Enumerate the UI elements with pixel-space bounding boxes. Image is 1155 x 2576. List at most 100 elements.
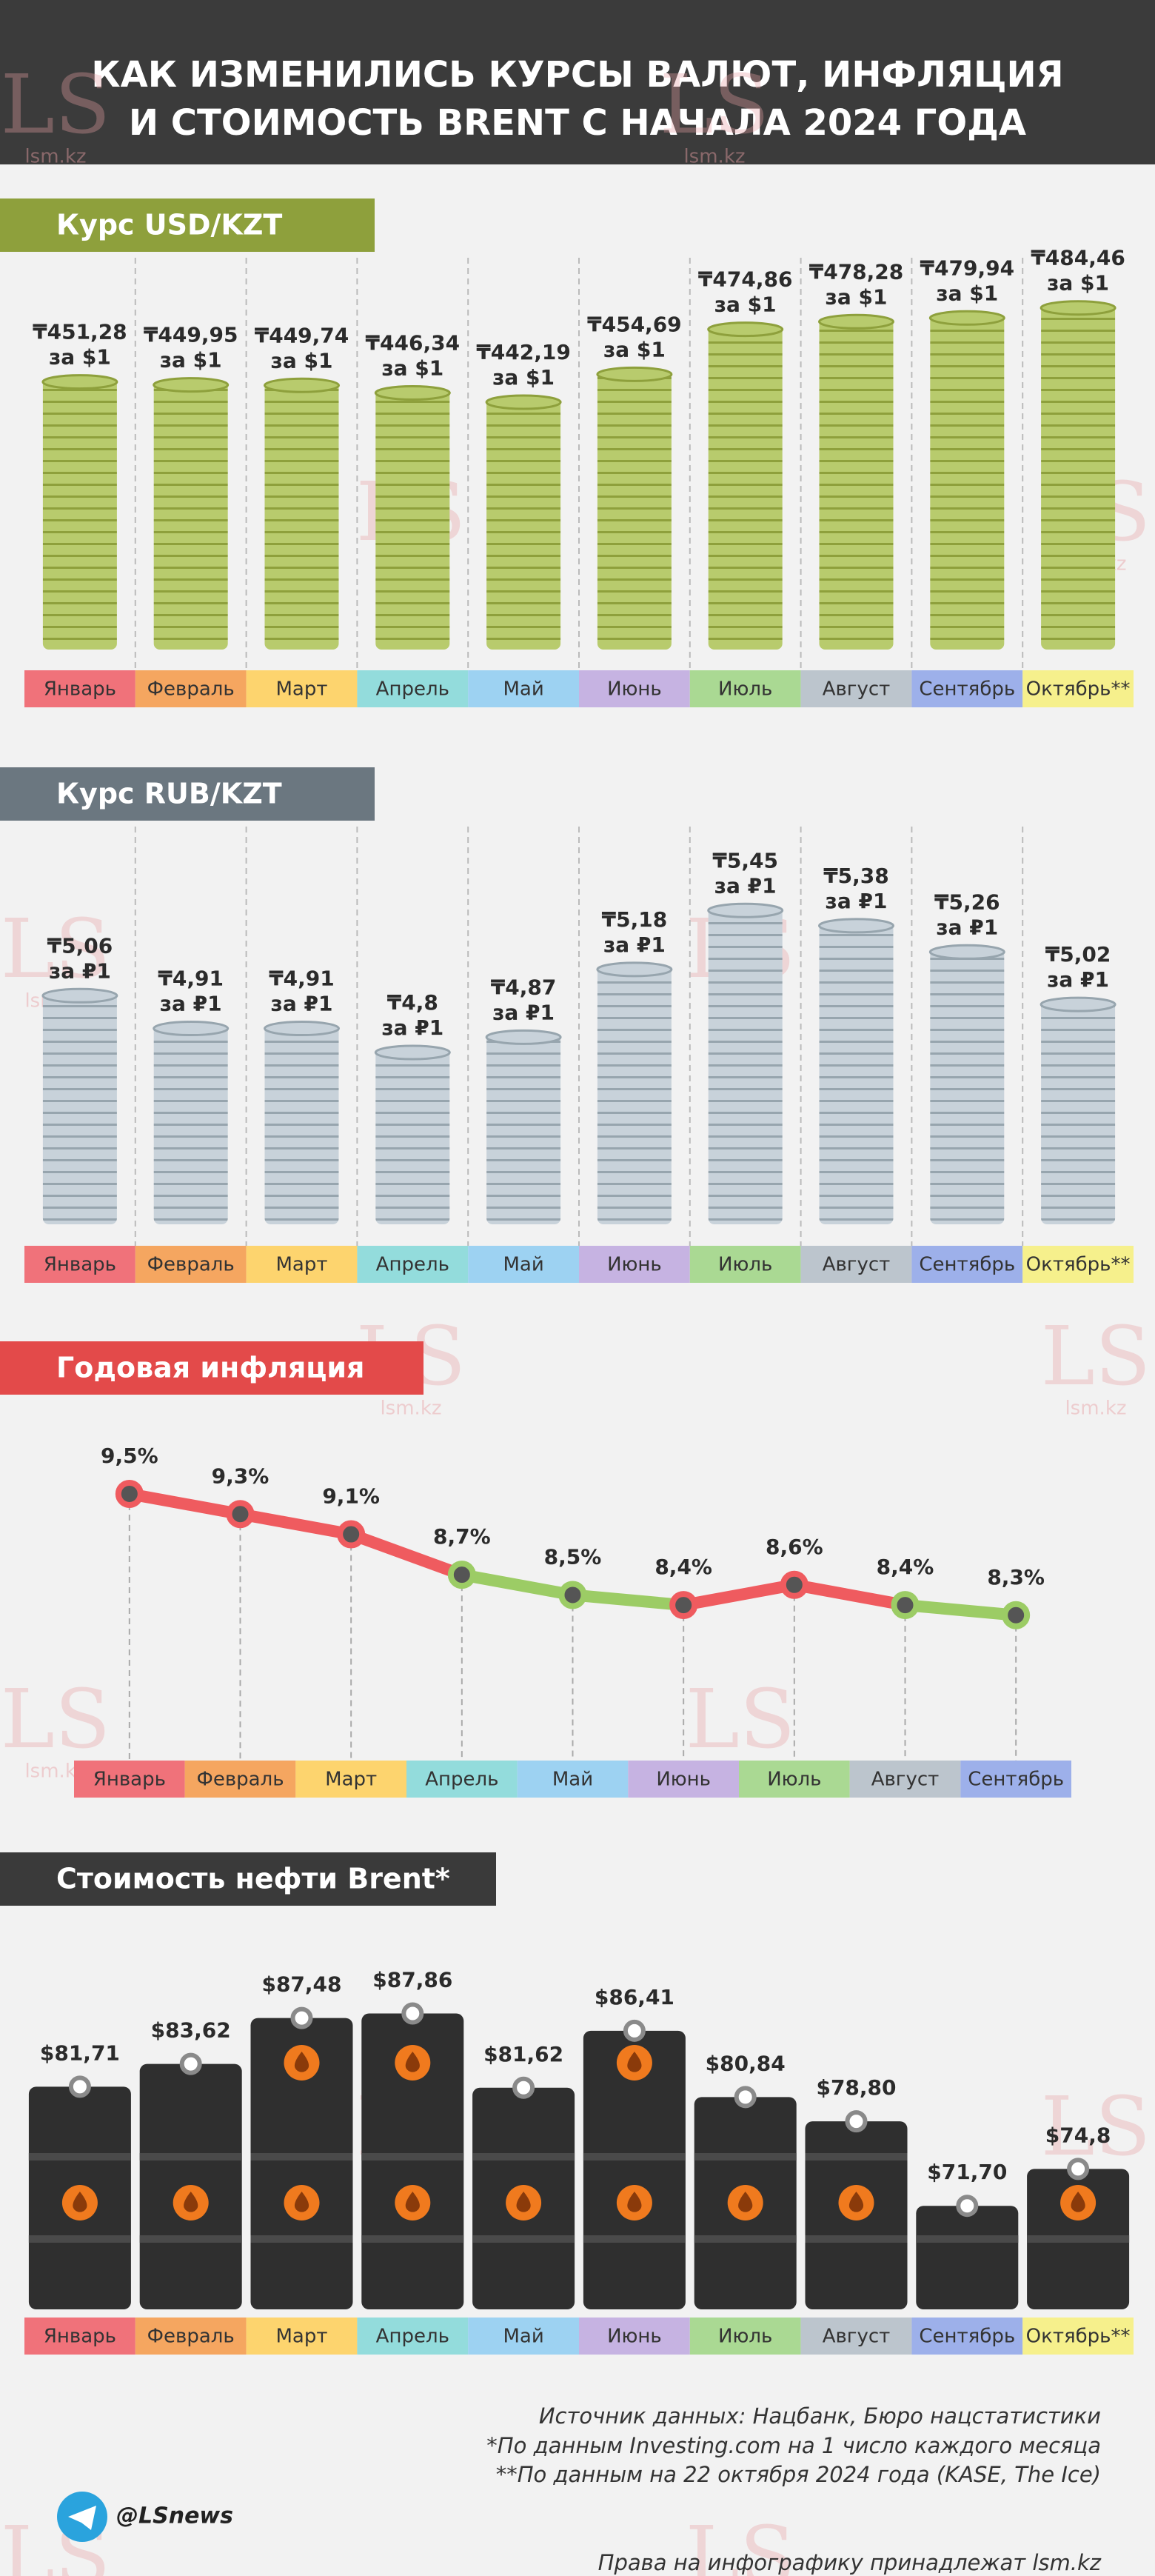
watermark-logo: LS: [1041, 1309, 1151, 1404]
oil-drop: [294, 2052, 309, 2072]
category-label: Март: [275, 678, 327, 701]
coin-top: [1040, 996, 1116, 1012]
category-band: [689, 670, 801, 707]
category-label: Апрель: [376, 678, 449, 701]
coin-top: [374, 1044, 451, 1061]
line-segment: [788, 1578, 911, 1612]
barrel-hoop: [250, 2153, 353, 2160]
category-band: [1022, 670, 1134, 707]
source-note: **По данным на 22 октября 2024 года (KAS…: [496, 2462, 1101, 2487]
category-label: Февраль: [147, 1254, 235, 1276]
value-label: $71,70: [927, 2160, 1007, 2184]
value-label: ₸442,19: [476, 340, 571, 364]
value-label: ₸479,94: [920, 256, 1015, 280]
coin-top: [264, 377, 340, 393]
category-label: Июль: [718, 678, 772, 701]
category-band: [24, 2318, 135, 2355]
value-label: 8,6%: [766, 1535, 823, 1559]
coin-top: [818, 918, 894, 934]
point: [290, 2006, 313, 2029]
category-label: Апрель: [376, 2326, 449, 2348]
barrel-hoop: [805, 2235, 908, 2243]
coin-stack: [375, 1050, 450, 1224]
value-label: ₸4,91: [269, 967, 335, 991]
watermark-logo: LS: [1041, 2079, 1151, 2174]
category-label: Январь: [93, 1769, 166, 1791]
category-band: [468, 1246, 579, 1283]
point: [845, 2110, 868, 2133]
value-label: ₸474,86: [698, 267, 793, 292]
category-label: Сентябрь: [968, 1769, 1064, 1791]
value-label: 9,5%: [101, 1444, 158, 1468]
oil-drop: [738, 2192, 753, 2212]
category-label: Июнь: [656, 1769, 711, 1791]
value-label: ₸446,34: [366, 331, 461, 356]
category-label: Март: [275, 1254, 327, 1276]
category-label: Март: [325, 1769, 377, 1791]
unit-label: за ₽1: [160, 992, 222, 1016]
point: [226, 1500, 255, 1529]
watermark-logo: LS: [686, 1672, 795, 1766]
category-label: Январь: [44, 678, 116, 701]
coin-stack: [708, 907, 783, 1224]
coin-stack: [486, 399, 561, 650]
coin-stack: [1041, 1001, 1116, 1224]
value-label: ₸449,95: [144, 323, 238, 347]
coin-stack: [597, 966, 672, 1224]
barrel-hoop: [139, 2153, 242, 2160]
category-band: [357, 2318, 469, 2355]
coin-top: [596, 961, 673, 978]
unit-label: за $1: [381, 356, 443, 381]
category-band: [579, 1246, 690, 1283]
watermark-site: lsm.kz: [683, 146, 745, 168]
category-label: Январь: [44, 1254, 116, 1276]
value-label: ₸5,45: [712, 848, 778, 872]
value-label: ₸4,91: [158, 967, 224, 991]
oil-drop: [405, 2192, 420, 2212]
value-label: ₸5,38: [823, 864, 889, 888]
category-label: Август: [823, 678, 891, 701]
value-label: 8,7%: [433, 1524, 491, 1549]
coin-stack: [153, 1025, 228, 1224]
coin-stack: [264, 382, 339, 650]
unit-label: за $1: [826, 284, 888, 309]
telegram-plane: [68, 2506, 96, 2530]
category-band: [74, 1761, 185, 1798]
line-segment: [566, 1589, 690, 1612]
category-band: [1022, 2318, 1134, 2355]
category-band: [406, 1761, 518, 1798]
value-label: $83,62: [151, 2018, 231, 2043]
oil-drop: [848, 2192, 864, 2212]
category-band: [689, 1246, 801, 1283]
oil-drop: [73, 2192, 87, 2212]
point: [179, 2052, 202, 2075]
point: [512, 2076, 535, 2099]
value-label: 8,4%: [877, 1555, 934, 1579]
unit-label: за $1: [160, 348, 222, 373]
category-label: Сентябрь: [919, 678, 1015, 701]
social-handle[interactable]: @LSnews: [116, 2503, 233, 2529]
value-label: $86,41: [595, 1985, 674, 2009]
watermark-logo: LS: [660, 57, 769, 152]
value-label: $74,8: [1045, 2123, 1111, 2147]
category-label: Октябрь**: [1026, 678, 1131, 701]
category-band: [135, 670, 247, 707]
section-tab: [0, 767, 375, 821]
category-label: Май: [503, 2326, 543, 2348]
coin-stack: [597, 371, 672, 650]
point: [623, 2019, 646, 2042]
coin-stack: [264, 1025, 339, 1224]
category-label: Февраль: [147, 2326, 235, 2348]
category-band: [739, 1761, 850, 1798]
coin-top: [264, 1021, 340, 1037]
unit-label: за ₽1: [49, 958, 111, 983]
unit-label: за ₽1: [936, 915, 998, 939]
coin-top: [707, 902, 784, 918]
barrel-hoop: [583, 2153, 686, 2160]
category-label: Июнь: [607, 678, 662, 701]
category-band: [911, 670, 1023, 707]
oil-drop: [1071, 2192, 1085, 2212]
coin-stack: [1041, 304, 1116, 650]
barrel-hoop: [361, 2153, 464, 2160]
point: [1067, 2158, 1090, 2180]
